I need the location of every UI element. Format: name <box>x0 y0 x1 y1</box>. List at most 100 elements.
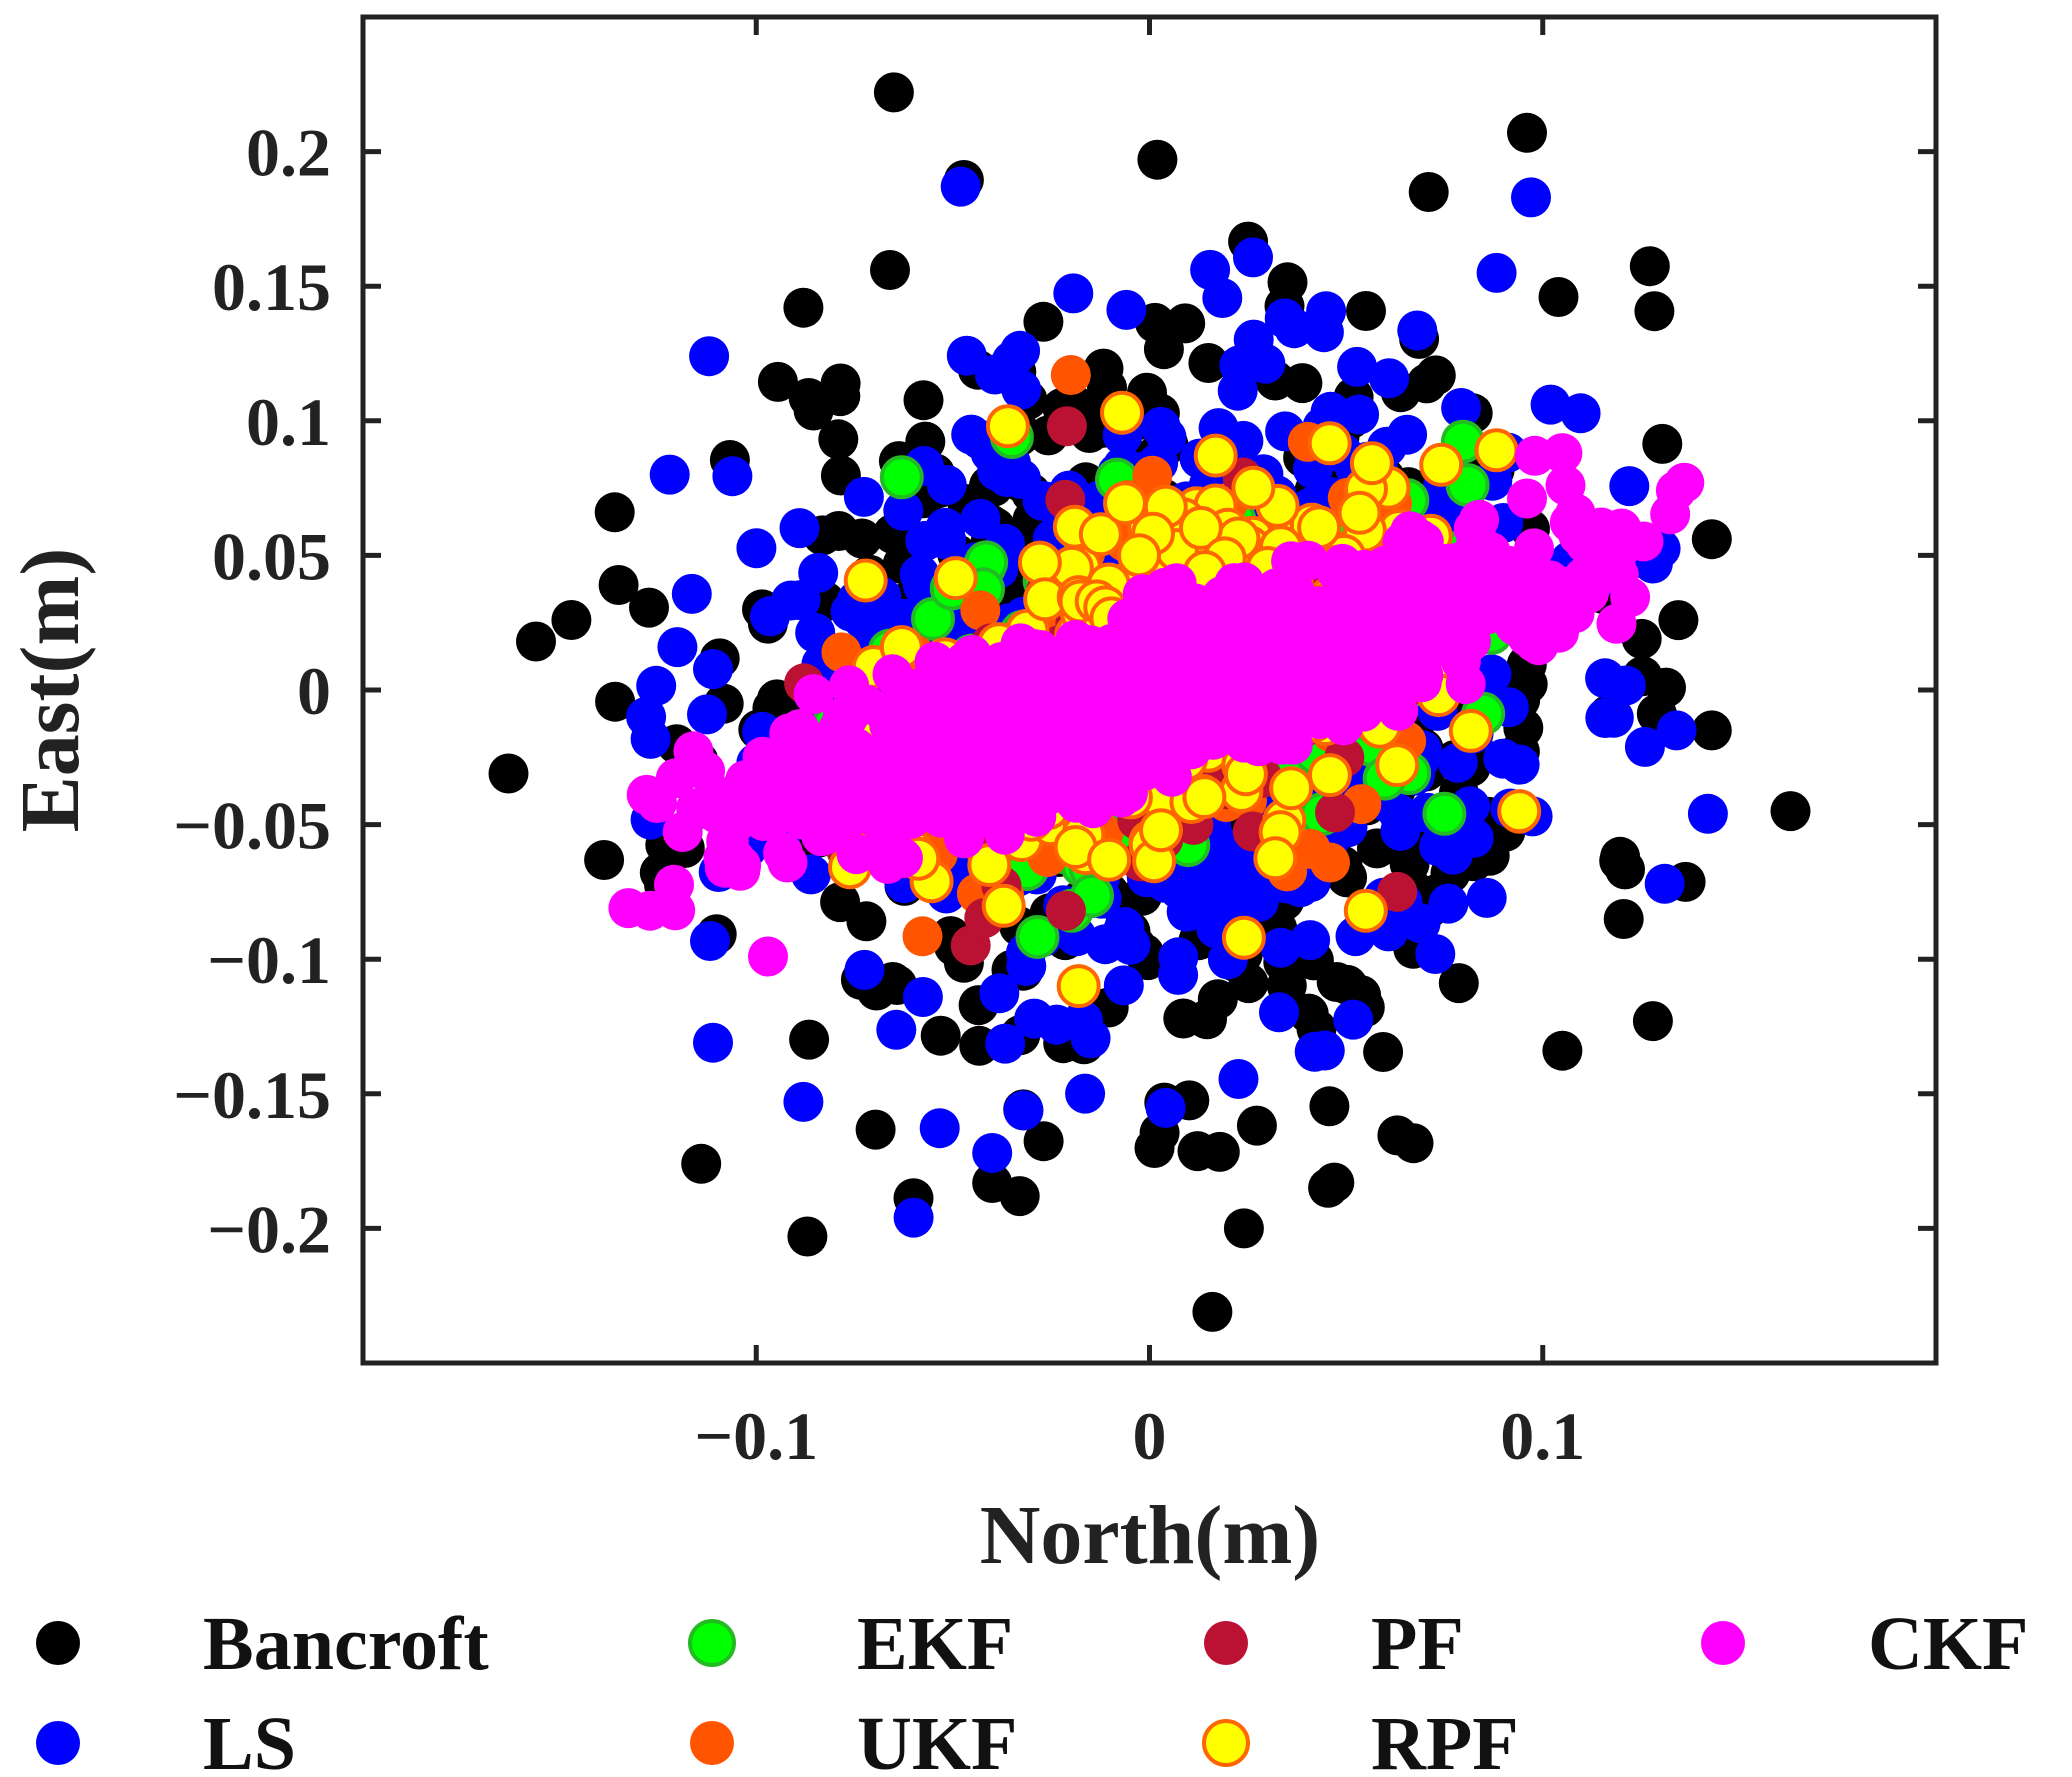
data-point <box>1015 915 1060 959</box>
data-point <box>1137 139 1178 180</box>
data-point <box>704 847 745 888</box>
legend-label: EKF <box>857 1602 1013 1686</box>
data-point <box>829 665 870 706</box>
data-point <box>1483 738 1524 779</box>
data-point <box>1415 934 1456 974</box>
data-point <box>1182 775 1227 820</box>
legend-item-bancroft: Bancroft <box>36 1602 489 1686</box>
data-point <box>1023 301 1064 342</box>
data-point <box>1082 754 1123 795</box>
legend-marker <box>690 1721 734 1765</box>
data-point <box>777 783 818 824</box>
data-point <box>1221 915 1266 960</box>
legend-label: PF <box>1371 1602 1464 1686</box>
data-point <box>1288 993 1329 1034</box>
x-tick-label: 0 <box>1133 1398 1167 1474</box>
data-point <box>690 921 730 961</box>
data-point <box>1542 1030 1583 1071</box>
data-point <box>1349 441 1394 486</box>
data-point <box>1193 433 1238 478</box>
data-point <box>1000 661 1041 702</box>
data-point <box>763 833 804 873</box>
data-point <box>1003 1090 1044 1131</box>
data-point <box>1165 303 1206 344</box>
data-point <box>926 465 967 505</box>
data-point <box>820 882 861 923</box>
data-point <box>693 649 733 690</box>
data-point <box>516 621 556 662</box>
data-point <box>1136 604 1177 645</box>
data-point <box>1408 172 1449 212</box>
data-point <box>1609 466 1650 507</box>
data-point <box>1192 1291 1233 1332</box>
data-point <box>1158 937 1199 978</box>
data-point <box>1233 632 1273 673</box>
data-point <box>594 492 635 533</box>
data-point <box>1075 638 1116 679</box>
data-point <box>1438 963 1479 1004</box>
data-point <box>985 1023 1026 1064</box>
data-point <box>1264 298 1305 339</box>
data-point <box>783 287 824 328</box>
data-point <box>681 1143 722 1184</box>
data-point <box>902 977 943 1017</box>
data-point <box>876 1009 917 1050</box>
data-point <box>1600 836 1641 877</box>
data-point <box>1056 782 1097 823</box>
data-point <box>1658 600 1699 641</box>
data-point <box>1422 791 1467 836</box>
data-point <box>1000 728 1040 769</box>
data-point <box>1337 346 1378 387</box>
data-point <box>1311 615 1352 656</box>
data-point <box>1175 583 1216 624</box>
data-point <box>1346 587 1387 628</box>
data-point <box>1141 639 1182 680</box>
data-point <box>726 791 767 832</box>
data-point <box>1036 1004 1077 1045</box>
data-point <box>1188 343 1229 383</box>
data-point <box>1450 600 1491 641</box>
data-point <box>748 936 788 977</box>
data-point <box>1375 743 1420 788</box>
data-point <box>1337 490 1382 535</box>
data-point <box>1474 428 1519 473</box>
data-point <box>1428 883 1469 924</box>
data-point <box>1269 627 1310 668</box>
data-point <box>1307 421 1352 466</box>
y-tick-label: 0.05 <box>212 518 331 594</box>
data-point <box>1056 964 1101 1009</box>
data-point <box>1437 742 1478 783</box>
data-point <box>1260 927 1301 968</box>
data-point <box>1624 726 1665 767</box>
data-point <box>1691 710 1732 751</box>
data-point <box>1145 1087 1186 1128</box>
data-point <box>657 627 698 668</box>
y-axis-label: East(m) <box>4 548 97 833</box>
data-point <box>1131 736 1172 777</box>
data-point <box>1310 391 1351 432</box>
data-point <box>1346 291 1386 331</box>
data-point <box>1610 577 1651 618</box>
data-point <box>1231 465 1276 510</box>
data-point <box>905 520 946 561</box>
data-point <box>1163 998 1204 1039</box>
data-point <box>1545 465 1586 506</box>
data-point <box>1233 601 1274 642</box>
data-point <box>1315 792 1355 833</box>
data-point <box>1140 406 1181 447</box>
data-point <box>1267 262 1308 303</box>
data-point <box>1304 1030 1345 1071</box>
data-point <box>1656 710 1697 751</box>
data-point <box>1497 789 1542 834</box>
data-point <box>1195 875 1236 916</box>
data-point <box>1307 753 1352 798</box>
data-point <box>793 723 834 764</box>
data-point <box>783 1081 824 1122</box>
data-point <box>1032 720 1073 761</box>
data-point <box>1560 393 1601 434</box>
y-tick-label: 0.2 <box>246 115 331 191</box>
legend-label: UKF <box>857 1702 1017 1777</box>
data-point <box>1309 1086 1350 1127</box>
legend-marker <box>1202 1719 1250 1767</box>
legend-item-ls: LS <box>36 1702 296 1777</box>
